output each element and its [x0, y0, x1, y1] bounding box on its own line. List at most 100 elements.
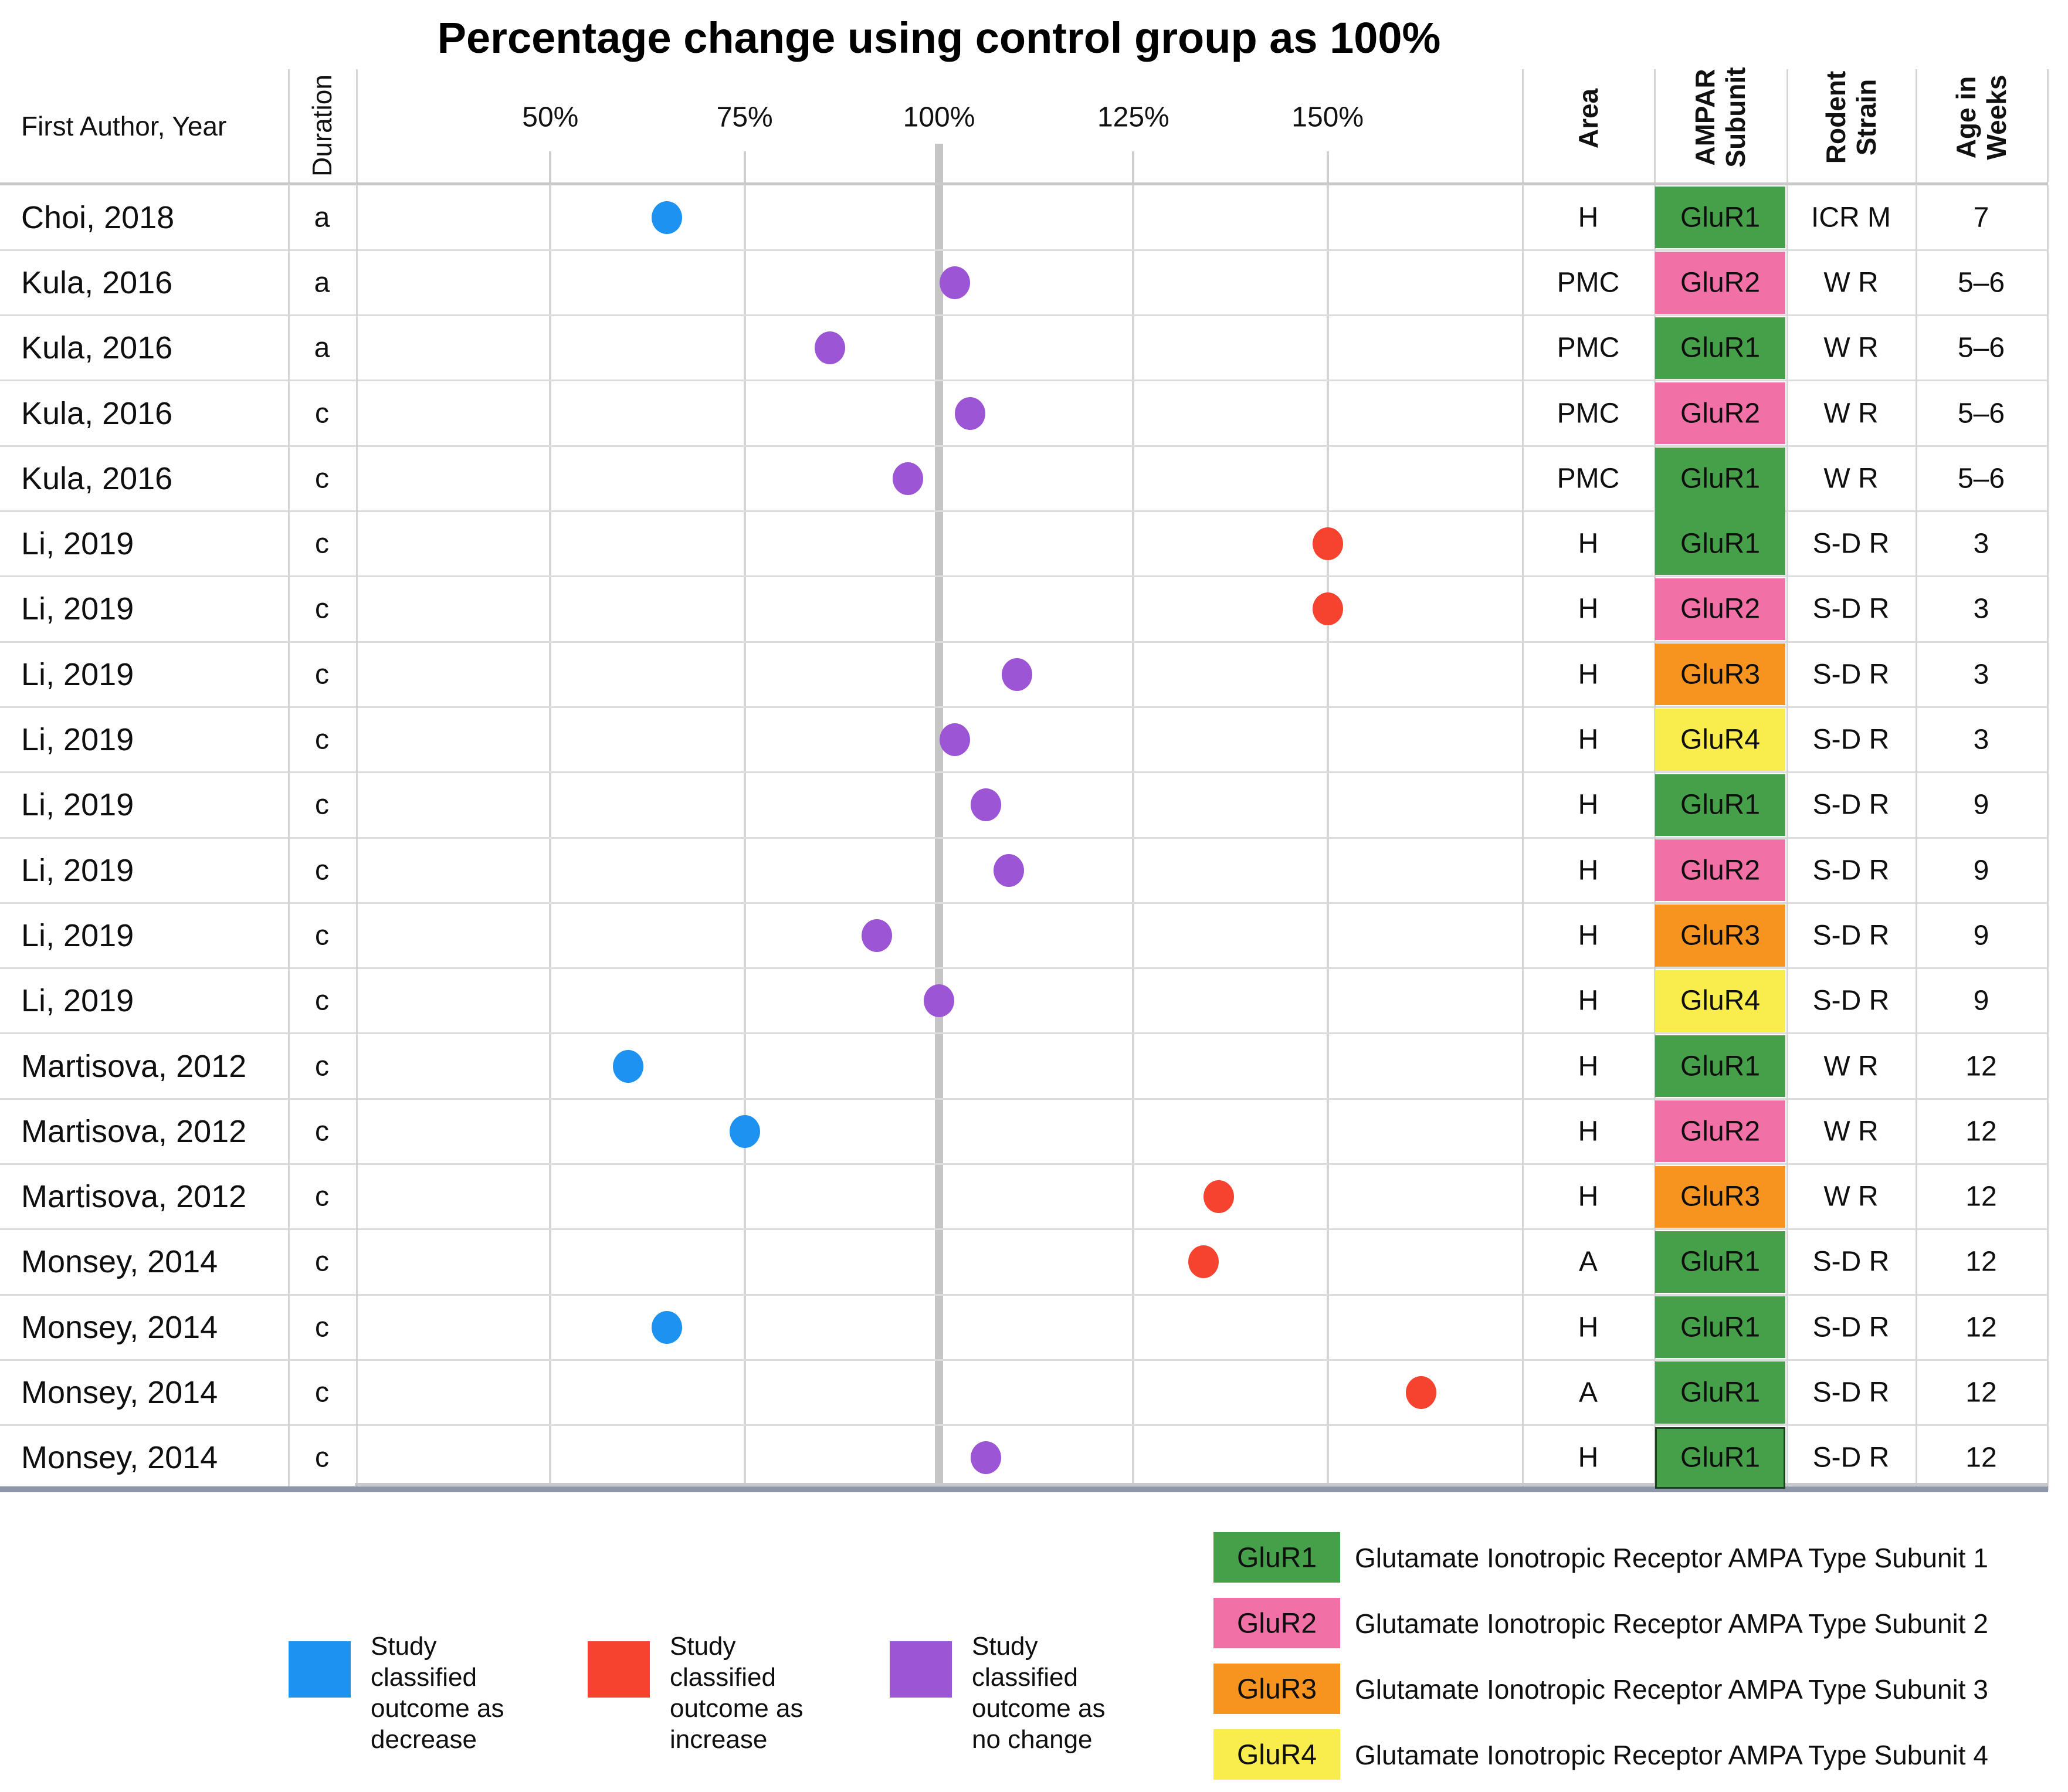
row-duration-label: c: [315, 789, 329, 821]
row-duration-label: c: [315, 463, 329, 494]
subunit-cell: [1655, 643, 1785, 706]
row-age-label: 7: [1973, 202, 1989, 233]
row-duration-label: a: [314, 202, 330, 233]
grid-line: [743, 185, 746, 1483]
row-author-label: Monsey, 2014: [21, 1375, 218, 1411]
subunit-cell-label: GluR1: [1680, 1377, 1761, 1408]
row-strain-label: ICR M: [1811, 202, 1891, 233]
data-point-dot: [970, 788, 1001, 822]
row-area-label: H: [1578, 1442, 1599, 1473]
subunit-cell: [1655, 905, 1785, 967]
row-duration-label: c: [315, 398, 329, 429]
subunit-cell-label: GluR3: [1680, 1181, 1761, 1212]
row-author-label: Monsey, 2014: [21, 1309, 218, 1345]
column-divider: [2047, 185, 2049, 1490]
row-strain-label: S-D R: [1812, 1312, 1890, 1343]
data-point-dot: [729, 1115, 760, 1148]
grid-line: [1132, 185, 1135, 1483]
row-author-label: Li, 2019: [21, 852, 134, 888]
grid-line: [1326, 185, 1329, 1483]
row-age-label: 5–6: [1957, 398, 2005, 429]
x-tick-label: 50%: [522, 101, 579, 133]
row-age-label: 3: [1973, 659, 1989, 690]
column-divider: [1786, 185, 1788, 1490]
row-author-label: Kula, 2016: [21, 330, 173, 366]
row-duration-label: c: [315, 1312, 329, 1343]
row-age-label: 9: [1973, 855, 1989, 886]
row-line: [0, 771, 2048, 774]
column-divider: [288, 185, 290, 1490]
subunit-legend-key: GluR4: [1236, 1739, 1317, 1771]
header-column-divider: [2047, 69, 2049, 182]
row-area-label: H: [1578, 1181, 1599, 1212]
row-duration-label: c: [315, 724, 329, 756]
row-line: [0, 1424, 2048, 1427]
subunit-cell: [1655, 970, 1785, 1032]
tick-stub: [1132, 151, 1135, 185]
row-age-label: 5–6: [1957, 332, 2005, 364]
data-point-dot: [970, 1441, 1001, 1475]
subunit-cell-label: GluR1: [1680, 528, 1761, 560]
row-area-label: H: [1578, 920, 1599, 951]
row-area-label: PMC: [1557, 463, 1620, 494]
data-point-dot: [1001, 658, 1032, 691]
row-line: [0, 836, 2048, 839]
subunit-cell: [1655, 1427, 1785, 1489]
header-column-divider: [1786, 69, 1788, 182]
row-age-label: 5–6: [1957, 463, 2005, 494]
subunit-cell-label: GluR1: [1680, 463, 1761, 494]
row-line: [0, 641, 2048, 643]
row-line: [0, 706, 2048, 708]
row-area-label: PMC: [1557, 398, 1620, 429]
subunit-cell-label: GluR2: [1680, 855, 1761, 886]
row-duration-label: c: [315, 855, 329, 886]
tick-stub: [549, 151, 552, 185]
row-duration-label: c: [315, 920, 329, 951]
subunit-cell-label: GluR1: [1680, 1442, 1761, 1473]
row-age-label: 3: [1973, 593, 1989, 625]
data-point-dot: [1188, 1245, 1219, 1279]
x-tick-label: 125%: [1097, 101, 1169, 133]
row-author-label: Kula, 2016: [21, 395, 173, 431]
data-point-dot: [892, 462, 923, 495]
subunit-cell: [1655, 774, 1785, 836]
row-age-label: 12: [1965, 1442, 1997, 1473]
row-area-label: H: [1578, 985, 1599, 1017]
row-duration-label: c: [315, 1051, 329, 1082]
row-duration-label: c: [315, 1377, 329, 1408]
subunit-cell-label: GluR2: [1680, 267, 1761, 299]
row-strain-label: S-D R: [1812, 789, 1890, 821]
subunit-cell: [1655, 1100, 1785, 1163]
subunit-legend-description: Glutamate Ionotropic Receptor AMPA Type …: [1355, 1740, 1988, 1770]
row-strain-label: S-D R: [1812, 920, 1890, 951]
row-age-label: 9: [1973, 920, 1989, 951]
row-strain-label: W R: [1823, 1181, 1879, 1212]
row-duration-label: a: [314, 332, 330, 364]
row-line: [0, 1097, 2048, 1100]
row-strain-label: S-D R: [1812, 659, 1890, 690]
row-duration-label: c: [315, 1442, 329, 1473]
data-point-dot: [1312, 527, 1343, 561]
row-author-label: Monsey, 2014: [21, 1244, 218, 1280]
row-area-label: PMC: [1557, 267, 1620, 299]
row-duration-label: c: [315, 659, 329, 690]
row-author-label: Kula, 2016: [21, 265, 173, 300]
outcome-legend-label: Study classified outcome as no change: [972, 1632, 1106, 1754]
row-duration-label: a: [314, 267, 330, 299]
subunit-cell: [1655, 252, 1785, 314]
subunit-legend-description: Glutamate Ionotropic Receptor AMPA Type …: [1355, 1608, 1988, 1639]
row-area-label: PMC: [1557, 332, 1620, 364]
column-divider: [1522, 185, 1524, 1490]
subunit-cell-label: GluR1: [1680, 1051, 1761, 1082]
row-duration-label: c: [315, 1246, 329, 1278]
row-area-label: A: [1578, 1377, 1598, 1408]
subunit-cell-label: GluR1: [1680, 332, 1761, 364]
subunit-cell: [1655, 1361, 1785, 1424]
data-point-dot: [939, 266, 970, 299]
row-line: [0, 1228, 2048, 1231]
row-area-label: H: [1578, 789, 1599, 821]
row-author-label: Li, 2019: [21, 983, 134, 1019]
row-strain-label: S-D R: [1812, 855, 1890, 886]
row-author-label: Li, 2019: [21, 591, 134, 627]
